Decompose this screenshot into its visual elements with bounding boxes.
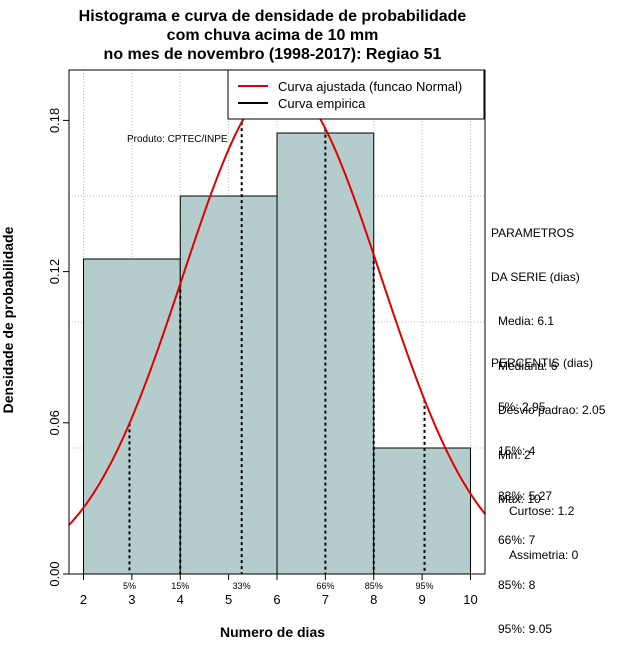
parametros-panel: PARAMETROS DA SERIE (dias) Media: 6.1 Me…: [491, 196, 605, 522]
y-axis-label: Densidade de probabilidade: [0, 226, 16, 414]
legend-label-empirical: Curva empirica: [278, 96, 366, 111]
percentis-heading: PERCENTIS (dias): [491, 355, 594, 370]
y-tick-label-1: 0.06: [47, 410, 62, 435]
histogram-bars: [83, 132, 471, 575]
percentile-label-3: 66%: [316, 581, 334, 591]
percentil-15: 15%: 4: [498, 444, 536, 459]
chart-title-line-3: no mes de novembro (1998-2017): Regiao 5…: [103, 46, 442, 63]
forma-panel: Curtose: 1.2 Assimetria: 0: [509, 474, 578, 578]
percentile-label-2: 33%: [233, 581, 251, 591]
histogram-bar-3: [373, 447, 471, 575]
parametros-media: Media: 6.1: [498, 314, 555, 329]
percentil-5: 5%: 2.95: [498, 399, 546, 414]
x-tick-label-6: 8: [370, 592, 377, 607]
parametros-heading-2: DA SERIE (dias): [491, 269, 580, 284]
percentile-label-0: 5%: [123, 581, 136, 591]
x-tick-label-0: 2: [80, 592, 87, 607]
parametros-max: Max: 10: [498, 491, 541, 506]
parametros-desvio: Desvio padrao: 2.05: [498, 403, 606, 418]
x-tick-label-1: 3: [128, 592, 135, 607]
legend: Curva ajustada (funcao Normal) Curva emp…: [227, 69, 485, 120]
histogram-bar-1: [179, 195, 278, 575]
percentil-85: 85%: 8: [498, 577, 536, 592]
legend-label-normal: Curva ajustada (funcao Normal): [278, 79, 462, 94]
percentil-66: 66%: 7: [498, 533, 536, 548]
y-tick-label-0: 0.00: [47, 561, 62, 586]
x-tick-label-3: 5: [225, 592, 232, 607]
percentile-label-4: 85%: [365, 581, 383, 591]
percentil-95: 95%: 9.05: [498, 621, 553, 636]
x-tick-label-4: 6: [273, 592, 280, 607]
product-annotation: Produto: CPTEC/INPE: [127, 134, 228, 145]
percentile-lines: 5% 15% 33% 66% 85% 95%: [123, 122, 434, 591]
x-tick-label-7: 9: [418, 592, 425, 607]
x-tick-label-2: 4: [177, 592, 184, 607]
curtose-value: Curtose: 1.2: [509, 503, 575, 518]
legend-box: [227, 69, 485, 120]
percentile-label-1: 15%: [171, 581, 189, 591]
percentis-panel: PERCENTIS (dias) 5%: 2.95 15%: 4 33%: 5.…: [491, 326, 593, 652]
x-axis-label: Numero de dias: [219, 624, 326, 640]
assimetria-value: Assimetria: 0: [509, 547, 579, 562]
parametros-min: Min: 2: [498, 447, 531, 462]
x-tick-label-5: 7: [322, 592, 329, 607]
y-tick-label-2: 0.12: [47, 259, 62, 284]
chart-title-line-1: Histograma e curva de densidade de proba…: [78, 8, 467, 25]
x-tick-label-8: 10: [463, 592, 477, 607]
chart-title-line-2: com chuva acima de 10 mm: [166, 27, 379, 44]
axes: 2 3 4 5 6 7 8 9 10 0.00 0.06 0.12 0.18: [47, 108, 478, 607]
y-tick-label-3: 0.18: [47, 108, 62, 133]
parametros-mediana: Mediana: 6: [498, 358, 558, 373]
percentile-label-5: 95%: [416, 581, 434, 591]
percentil-33: 33%: 5.27: [498, 488, 553, 503]
parametros-heading-1: PARAMETROS: [491, 225, 575, 240]
